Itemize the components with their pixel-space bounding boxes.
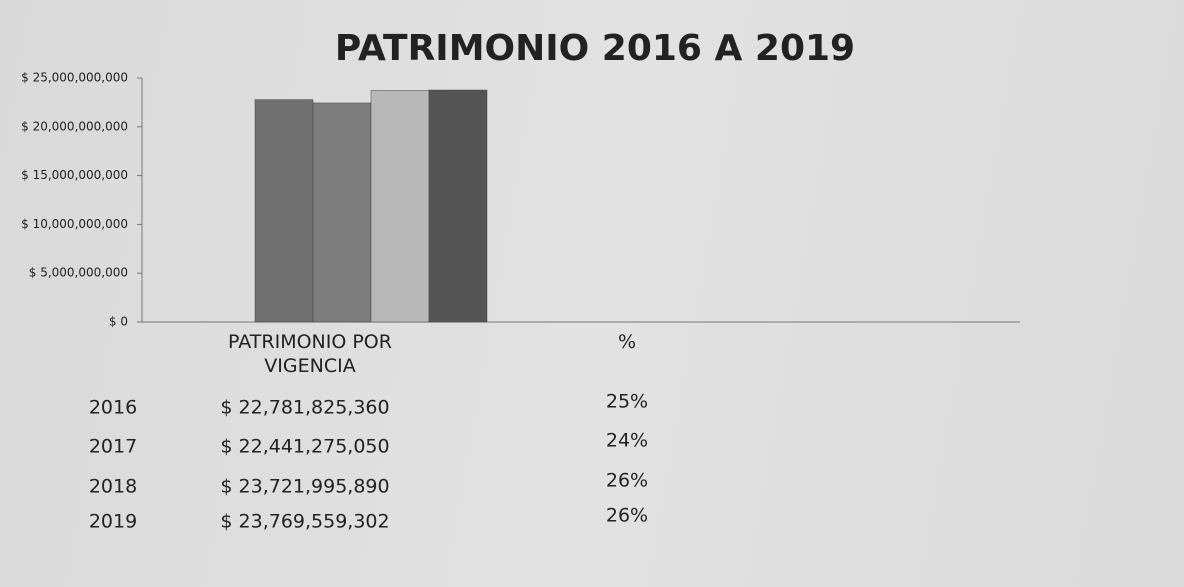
bar (428, 89, 488, 323)
y-tick-label: $ 15,000,000,000 (21, 168, 128, 182)
value-label: $ 23,769,559,302 (220, 511, 389, 533)
y-tick-label: $ 20,000,000,000 (21, 119, 128, 133)
y-tick-label: $ 25,000,000,000 (21, 71, 128, 85)
y-tick-label: $ 0 (109, 315, 128, 329)
category-label: PATRIMONIO POR VIGENCIA (228, 331, 392, 377)
series-name: 2018 (89, 476, 137, 498)
value-label: $ 22,441,275,050 (220, 436, 389, 458)
value-label: $ 22,781,825,360 (220, 397, 389, 419)
chart-title: PATRIMONIO 2016 A 2019 (335, 28, 855, 69)
category-label: % (617, 331, 637, 353)
series-name: 2019 (89, 511, 137, 533)
y-tick-label: $ 5,000,000,000 (29, 266, 128, 280)
bar (312, 102, 372, 323)
y-tick-label: $ 10,000,000,000 (21, 217, 128, 231)
series-name: 2017 (89, 436, 137, 458)
value-label: 24% (606, 430, 648, 452)
series-name: 2016 (89, 397, 137, 419)
bar (254, 99, 314, 323)
value-label: $ 23,721,995,890 (220, 476, 389, 498)
value-label: 26% (606, 505, 648, 527)
value-label: 25% (606, 391, 648, 413)
bar (370, 90, 430, 323)
value-label: 26% (606, 470, 648, 492)
